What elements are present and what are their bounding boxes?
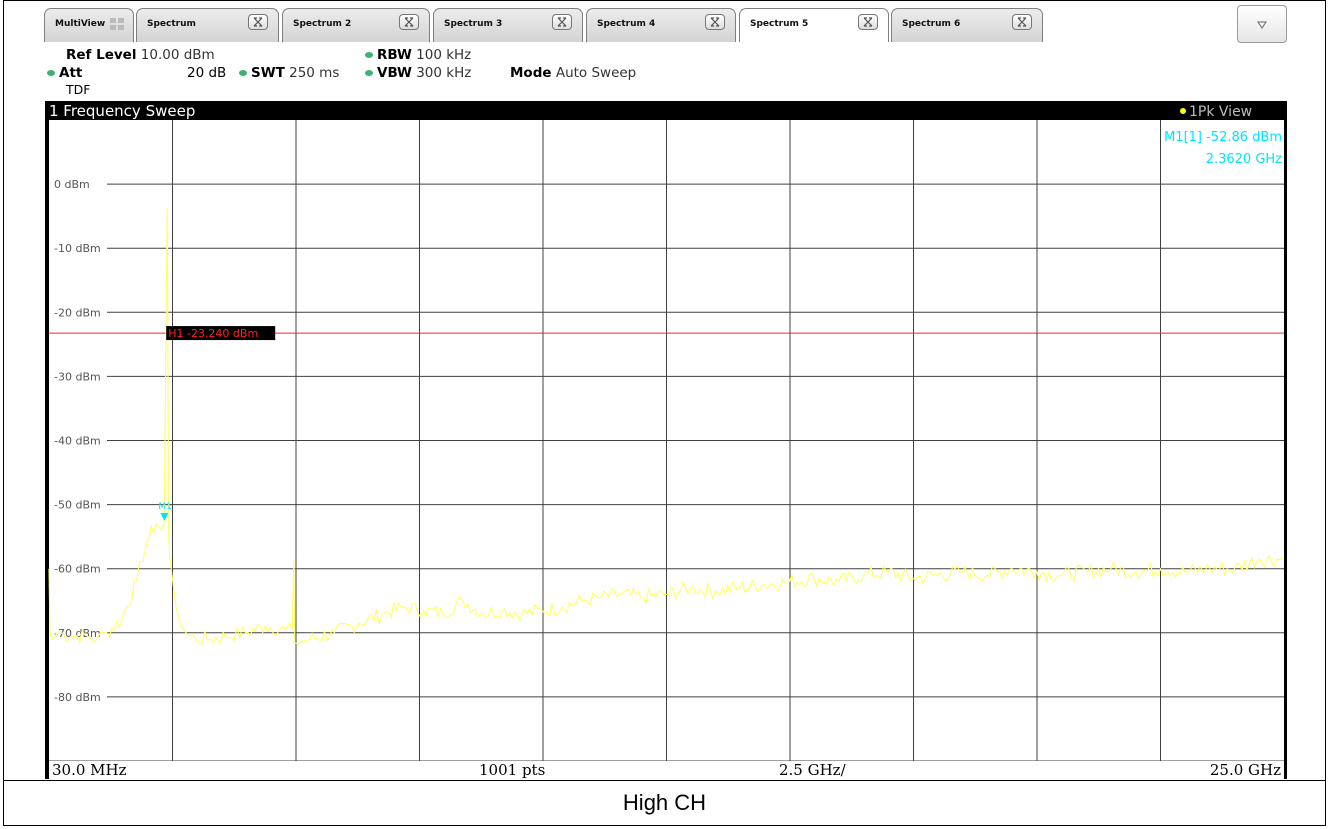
- tab-bar: MultiView Spectrum Spectrum 2 Spectrum 3…: [44, 8, 1290, 42]
- y-tick-label: -20 dBm: [54, 306, 101, 319]
- rbw-label: RBW: [377, 47, 412, 63]
- start-frequency: 30.0 MHz: [52, 761, 127, 779]
- tab-spectrum-4[interactable]: Spectrum 4: [586, 8, 736, 42]
- close-tab-button[interactable]: [1012, 14, 1032, 30]
- rbw-value: 100 kHz: [416, 47, 472, 63]
- triangle-down-icon: [1257, 21, 1267, 29]
- close-icon: [404, 17, 414, 27]
- close-icon: [863, 17, 873, 27]
- sweep-points: 1001 pts: [479, 761, 545, 779]
- tab-spectrum-2[interactable]: Spectrum 2: [282, 8, 430, 42]
- tab-label: MultiView: [55, 19, 106, 29]
- ref-level-label: Ref Level: [66, 47, 137, 63]
- tab-label: Spectrum 2: [293, 19, 352, 29]
- tdf-indicator: TDF: [66, 82, 91, 97]
- tab-list-dropdown-button[interactable]: [1237, 5, 1287, 43]
- vbw-value: 300 kHz: [416, 65, 472, 81]
- tab-spectrum-3[interactable]: Spectrum 3: [433, 8, 583, 42]
- tab-label: Spectrum 5: [750, 19, 809, 29]
- coupled-indicator-icon: [239, 70, 247, 76]
- y-tick-label: -40 dBm: [54, 435, 101, 448]
- tab-multiview[interactable]: MultiView: [44, 8, 134, 42]
- close-icon: [557, 17, 567, 27]
- coupled-indicator-icon: [365, 70, 373, 76]
- tab-spectrum-6[interactable]: Spectrum 6: [891, 8, 1043, 42]
- coupled-indicator-icon: [365, 52, 373, 58]
- y-tick-label: -70 dBm: [54, 627, 101, 640]
- tab-spectrum[interactable]: Spectrum: [136, 8, 279, 42]
- close-icon: [1017, 17, 1027, 27]
- ref-level-setting[interactable]: Ref Level 10.00 dBm: [66, 47, 215, 63]
- ref-level-value: 10.00 dBm: [140, 47, 215, 63]
- screenshot-frame: [3, 0, 1326, 826]
- close-tab-button[interactable]: [248, 14, 268, 30]
- window-title-bar: [45, 101, 1287, 120]
- limit-line-label: H1 -23.240 dBm: [168, 327, 258, 340]
- figure-caption: High CH: [3, 780, 1326, 827]
- mode-label: Mode: [510, 65, 552, 81]
- spectrum-chart: 1 Frequency Sweep 1Pk View 0 dBm -10 dBm -20…: [45, 101, 1287, 779]
- tab-label: Spectrum 6: [902, 19, 961, 29]
- tab-label: Spectrum: [147, 19, 196, 29]
- close-icon: [253, 17, 263, 27]
- att-value: 20 dB: [187, 65, 227, 81]
- swt-value: 250 ms: [289, 65, 340, 81]
- limit-line-label-box: [166, 326, 276, 341]
- vbw-setting[interactable]: VBW 300 kHz: [365, 65, 471, 81]
- stop-frequency: 25.0 GHz: [1210, 761, 1281, 779]
- tab-spectrum-5[interactable]: Spectrum 5: [739, 8, 889, 42]
- window-title: 1 Frequency Sweep: [49, 102, 195, 120]
- close-tab-button[interactable]: [399, 14, 419, 30]
- y-tick-label: -50 dBm: [54, 499, 101, 512]
- rbw-setting[interactable]: RBW 100 kHz: [365, 47, 471, 63]
- att-label: Att: [59, 65, 83, 81]
- close-tab-button[interactable]: [552, 14, 572, 30]
- mode-value: Auto Sweep: [555, 65, 637, 81]
- multiview-icon: [110, 18, 124, 30]
- tab-label: Spectrum 3: [444, 19, 503, 29]
- swt-setting[interactable]: SWT 250 ms: [239, 65, 339, 81]
- close-tab-button[interactable]: [858, 14, 878, 30]
- view-label: 1Pk View: [1189, 104, 1252, 120]
- close-icon: [710, 17, 720, 27]
- marker-readout-frequency: 2.3620 GHz: [1206, 152, 1282, 167]
- span-per-division: 2.5 GHz/: [779, 761, 847, 779]
- marker-readout-level: M1[1] -52.86 dBm: [1164, 130, 1282, 145]
- trace-line: [48, 207, 1285, 646]
- tab-label: Spectrum 4: [597, 19, 656, 29]
- trace-indicator-icon: [1180, 108, 1186, 114]
- y-tick-label: -10 dBm: [54, 242, 101, 255]
- y-tick-label: -30 dBm: [54, 370, 101, 383]
- att-setting[interactable]: Att: [47, 65, 82, 81]
- y-tick-label: -80 dBm: [54, 691, 101, 704]
- y-tick-label: 0 dBm: [54, 178, 90, 191]
- coupled-indicator-icon: [47, 70, 55, 76]
- frequency-sweep-window[interactable]: 1 Frequency Sweep 1Pk View 0 dBm -10 dBm -20…: [45, 101, 1287, 779]
- marker-triangle-icon: [160, 512, 169, 521]
- vbw-label: VBW: [377, 65, 412, 81]
- mode-setting[interactable]: Mode Auto Sweep: [510, 65, 636, 81]
- y-tick-label: -60 dBm: [54, 563, 101, 576]
- footer-bar: [49, 761, 1284, 779]
- settings-panel: Ref Level 10.00 dBm Att 20 dB SWT 250 ms…: [44, 44, 1294, 100]
- marker-label: M1: [158, 502, 172, 512]
- close-tab-button[interactable]: [705, 14, 725, 30]
- swt-label: SWT: [251, 65, 285, 81]
